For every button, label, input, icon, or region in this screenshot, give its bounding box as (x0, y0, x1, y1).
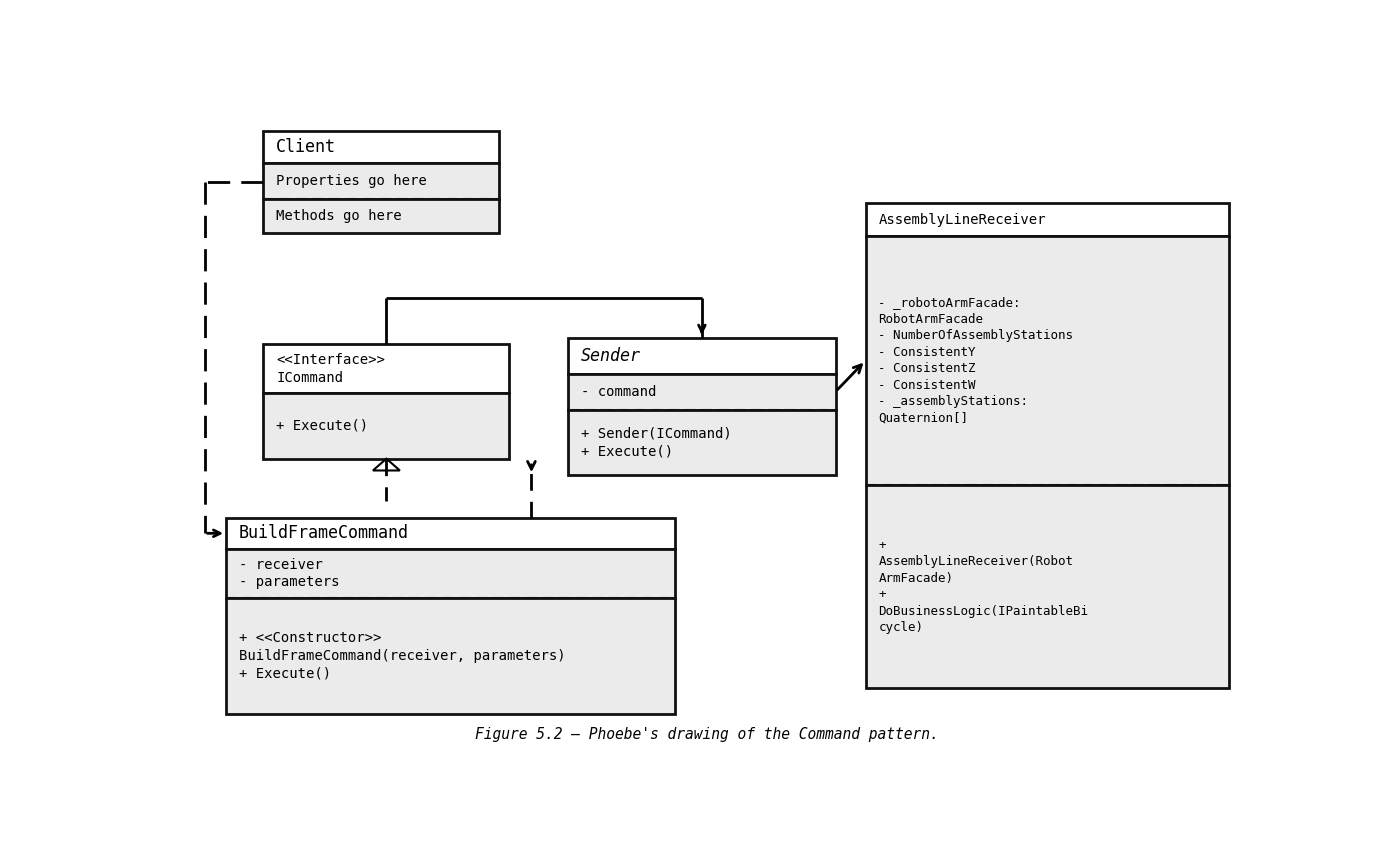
FancyBboxPatch shape (865, 203, 1230, 236)
Text: AssemblyLineReceiver: AssemblyLineReceiver (879, 212, 1046, 227)
FancyBboxPatch shape (865, 484, 1230, 688)
Text: + <<Constructor>>
BuildFrameCommand(receiver, parameters)
+ Execute(): + <<Constructor>> BuildFrameCommand(rece… (239, 632, 566, 681)
FancyBboxPatch shape (569, 337, 836, 374)
Text: + Sender(ICommand)
+ Execute(): + Sender(ICommand) + Execute() (581, 427, 731, 458)
Text: Methods go here: Methods go here (276, 209, 402, 223)
Text: BuildFrameCommand: BuildFrameCommand (239, 524, 408, 542)
Text: Figure 5.2 – Phoebe's drawing of the Command pattern.: Figure 5.2 – Phoebe's drawing of the Com… (475, 727, 940, 742)
Text: Sender: Sender (581, 347, 642, 365)
Text: Client: Client (276, 139, 337, 156)
Text: - command: - command (581, 384, 657, 399)
FancyBboxPatch shape (865, 236, 1230, 484)
FancyBboxPatch shape (569, 410, 836, 475)
Text: - _robotoArmFacade:
RobotArmFacade
- NumberOfAssemblyStations
- ConsistentY
- Co: - _robotoArmFacade: RobotArmFacade - Num… (879, 297, 1074, 425)
FancyBboxPatch shape (226, 598, 675, 714)
FancyBboxPatch shape (226, 518, 675, 549)
Text: <<Interface>>
ICommand: <<Interface>> ICommand (276, 353, 385, 385)
Text: - receiver
- parameters: - receiver - parameters (239, 558, 339, 590)
FancyBboxPatch shape (264, 199, 498, 233)
FancyBboxPatch shape (226, 549, 675, 598)
Text: Properties go here: Properties go here (276, 174, 426, 188)
FancyBboxPatch shape (264, 163, 498, 199)
FancyBboxPatch shape (264, 394, 509, 459)
Polygon shape (373, 459, 400, 471)
FancyBboxPatch shape (264, 132, 498, 163)
Text: +
AssemblyLineReceiver(Robot
ArmFacade)
+
DoBusinessLogic(IPaintableBi
cycle): + AssemblyLineReceiver(Robot ArmFacade) … (879, 539, 1089, 634)
FancyBboxPatch shape (264, 344, 509, 394)
FancyBboxPatch shape (569, 374, 836, 410)
Text: + Execute(): + Execute() (276, 419, 368, 433)
